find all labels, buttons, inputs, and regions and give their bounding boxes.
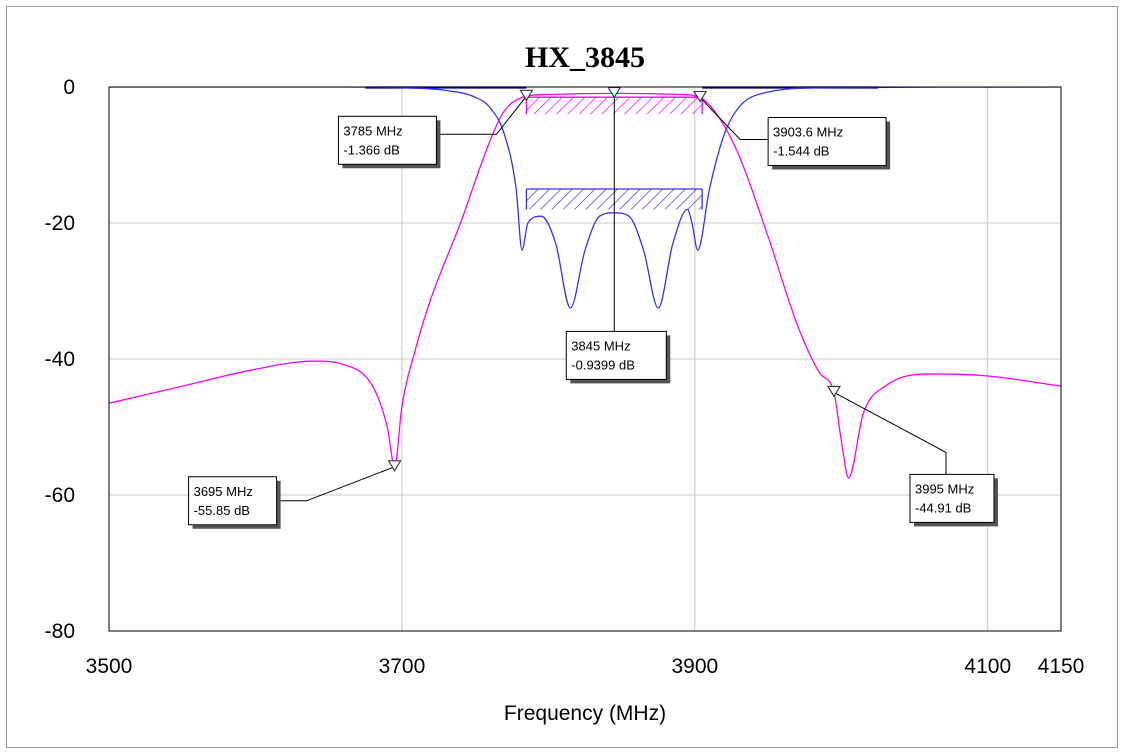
series-line (109, 87, 1061, 309)
y-tick-label: -80 (45, 620, 75, 643)
x-tick-label: 3900 (671, 655, 718, 678)
marker-freq: 3785 MHz (343, 123, 402, 138)
y-axis: 0 -20 -40 -60 -80 (45, 76, 75, 643)
y-tick-label: -20 (45, 212, 75, 235)
marker-freq: 3845 MHz (571, 338, 630, 353)
x-tick-label: 3700 (379, 655, 426, 678)
marker-leader (699, 97, 769, 140)
marker-box (767, 116, 887, 166)
x-tick-label: 3500 (86, 655, 133, 678)
marker-triangle (519, 89, 534, 102)
plot-border (108, 86, 1062, 632)
marker-value: -55.85 dB (194, 503, 250, 518)
x-tick-label: 4150 (1038, 655, 1085, 678)
marker-triangle (387, 460, 402, 472)
x-axis: 3500 3700 3900 4100 4150 (86, 655, 1085, 678)
series-line (109, 92, 1061, 479)
marker-leader (833, 391, 947, 475)
marker-freq: 3695 MHz (194, 484, 253, 499)
marker-value: -1.544 dB (773, 143, 829, 158)
marker-value: -44.91 dB (915, 500, 971, 515)
series-group (109, 87, 1061, 479)
chart-frame: HX_3845 0 -20 -40 -60 -80 3500 3700 3900 4100 41… (6, 6, 1118, 748)
marker-box (909, 473, 995, 523)
marker-triangle (693, 90, 708, 103)
marker-value: -0.9399 dB (571, 357, 635, 372)
marker-box (565, 330, 667, 380)
marker-freq: 3903.6 MHz (773, 124, 843, 139)
marker-freq: 3995 MHz (915, 481, 974, 496)
markers: 3785 MHz -1.366 dB 3845 MHz -0.9399 dB 3903.… (188, 86, 998, 529)
y-tick-label: 0 (63, 76, 75, 99)
marker-box (337, 115, 437, 165)
marker-leader (276, 466, 395, 502)
x-tick-label: 4100 (964, 655, 1011, 678)
marker-triangle (827, 385, 841, 398)
marker-box (188, 476, 278, 526)
marker-value: -1.366 dB (343, 142, 399, 157)
y-tick-label: -60 (45, 484, 75, 507)
y-tick-label: -40 (45, 348, 75, 371)
chart-title: HX_3845 (525, 41, 645, 74)
marker-triangle (607, 86, 622, 99)
x-axis-label: Frequency (MHz) (504, 702, 666, 725)
frequency-response-chart: HX_3845 0 -20 -40 -60 -80 3500 3700 3900 4100 41… (45, 41, 1085, 725)
marker-leader (436, 95, 527, 135)
